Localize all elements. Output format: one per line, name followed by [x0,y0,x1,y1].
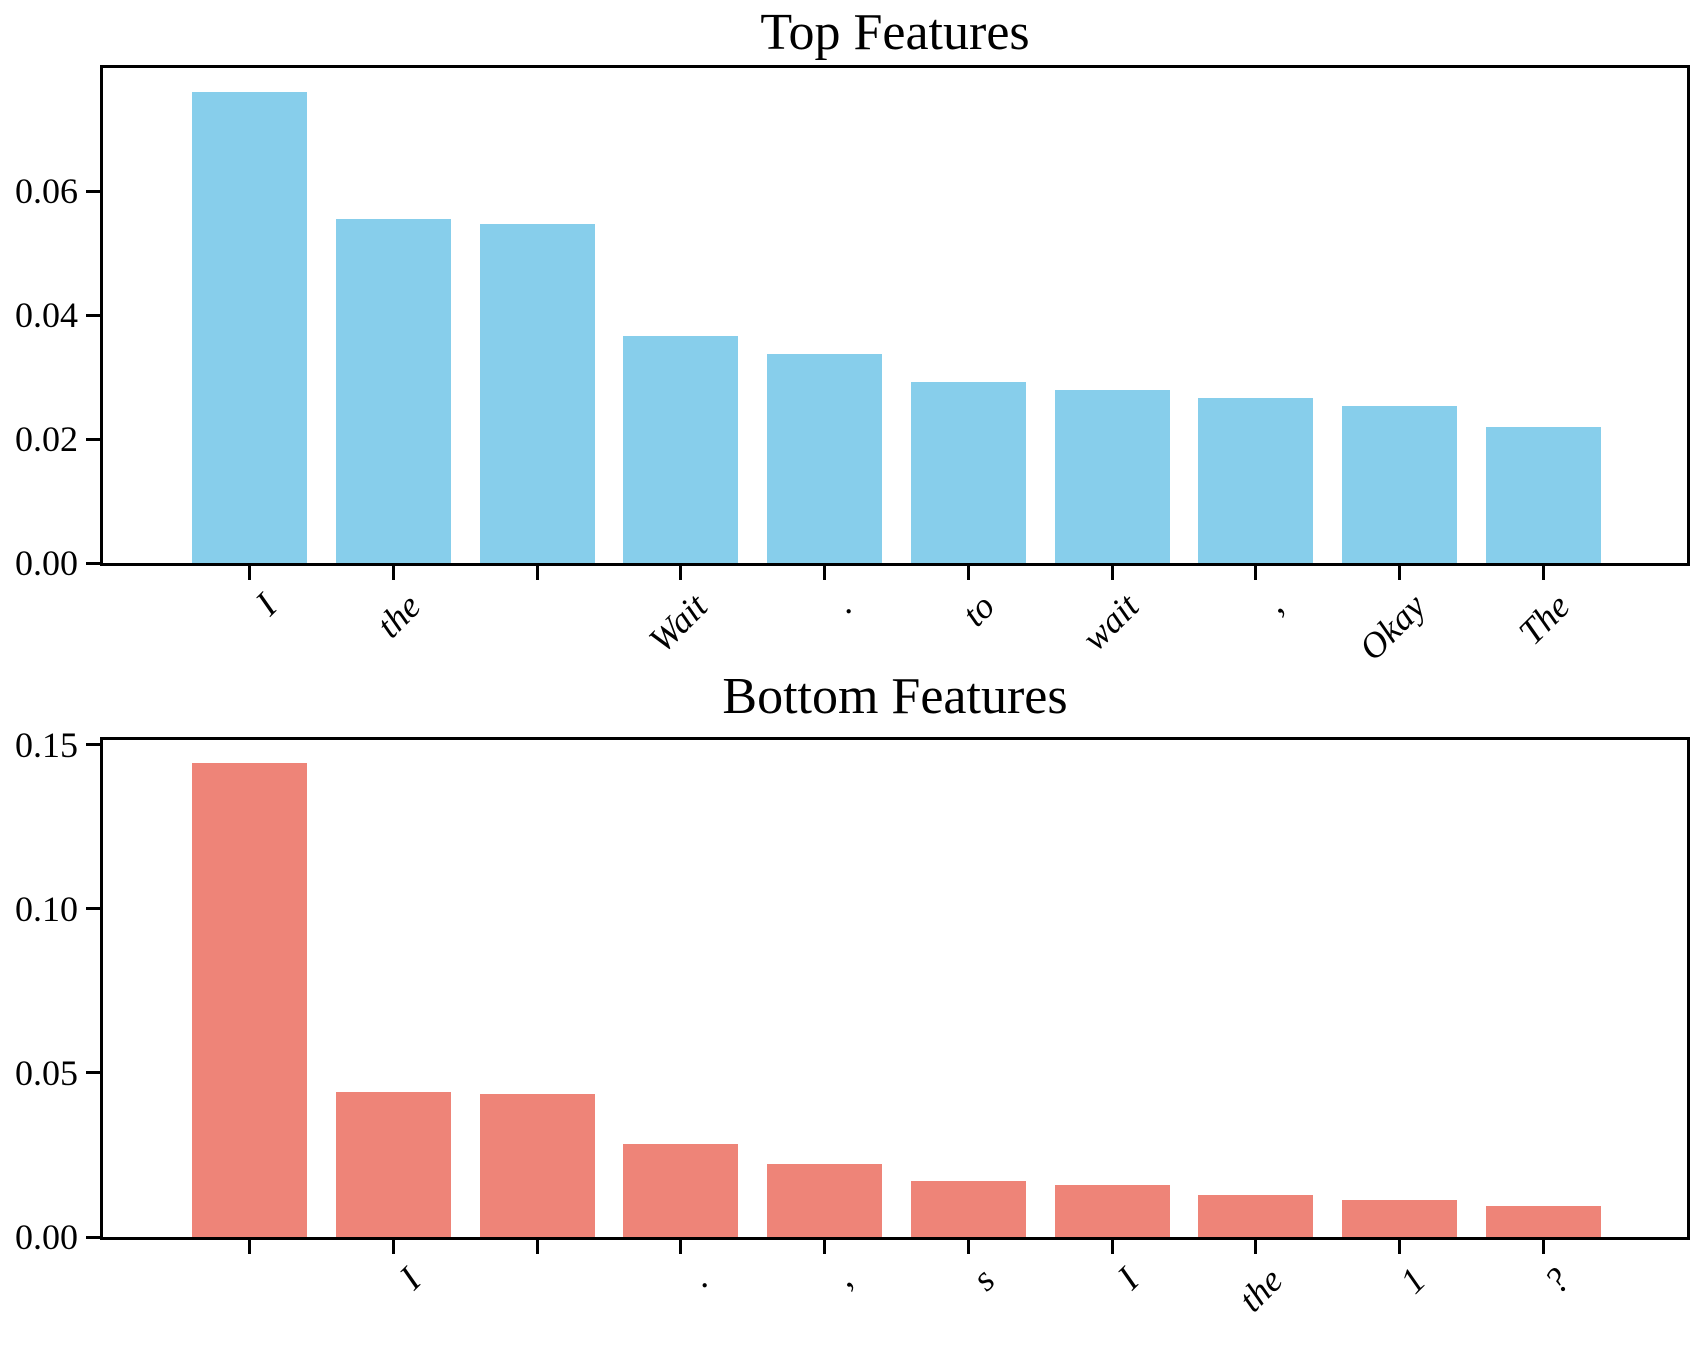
x-tick-label: I [391,1260,428,1297]
x-tick-label: s [964,1260,1003,1299]
x-tick-mark [1254,1240,1258,1254]
x-tick-label: the [1230,1260,1291,1320]
bar-1-2 [479,1093,595,1237]
x-tick-label: Okay [1351,586,1434,669]
y-tick-label: 0.05 [15,1052,78,1093]
y-tick-mark [86,1071,100,1075]
y-tick-label: 0.02 [15,419,78,460]
bar-0-3 [623,336,739,563]
x-tick-mark [823,1240,827,1254]
bar-0-5 [910,382,1026,563]
x-tick-mark [1541,1240,1545,1254]
y-tick-mark [86,561,100,565]
y-tick-label: 0.00 [15,1217,78,1257]
bar-0-6 [1054,390,1170,563]
x-tick-mark [679,566,683,580]
x-tick-label: 1 [1392,1260,1434,1302]
x-tick-mark [535,566,539,580]
y-tick-mark [86,313,100,317]
x-tick-mark [1541,566,1545,580]
bar-1-3 [623,1143,739,1237]
x-tick-label: , [824,1260,859,1295]
x-tick-mark [1254,566,1258,580]
x-tick-label: the [368,586,428,646]
bar-0-0 [192,92,308,563]
x-tick-mark [1397,566,1401,580]
x-tick-mark [966,566,970,580]
x-tick-label: The [1510,586,1578,653]
y-tick-mark [86,189,100,193]
x-tick-label: wait [1074,586,1147,659]
x-tick-mark [248,1240,252,1254]
x-tick-mark [679,1240,683,1254]
x-tick-mark [1397,1240,1401,1254]
y-tick-label: 0.00 [15,543,78,583]
x-tick-label: I [247,586,285,623]
bar-0-4 [767,354,883,563]
x-tick-label: ? [1536,1260,1578,1302]
bar-1-6 [1054,1185,1170,1237]
x-tick-label: . [824,586,859,621]
x-tick-label: to [954,586,1003,635]
y-tick-mark [86,437,100,441]
x-tick-mark [966,1240,970,1254]
x-tick-label: I [1109,1260,1147,1297]
x-tick-mark [1110,1240,1114,1254]
y-tick-mark [86,907,100,911]
y-tick-label: 0.06 [15,171,78,212]
top-chart-plot-area [100,65,1690,566]
y-tick-label: 0.04 [15,295,78,336]
y-tick-label: 0.10 [15,888,78,929]
x-tick-label: Wait [641,586,716,661]
top-chart-title: Top Features [760,4,1030,61]
bar-0-7 [1198,398,1314,563]
bar-1-8 [1341,1200,1457,1237]
bar-1-9 [1485,1206,1601,1237]
bottom-chart-plot-area [100,737,1690,1240]
bar-1-7 [1198,1195,1314,1237]
x-tick-mark [535,1240,539,1254]
x-tick-mark [1110,566,1114,580]
bar-1-4 [767,1163,883,1237]
y-tick-label: 0.15 [15,724,78,765]
bar-0-1 [336,219,452,563]
y-tick-mark [86,743,100,747]
x-tick-mark [248,566,252,580]
bar-1-0 [192,762,308,1237]
bar-0-9 [1485,426,1601,563]
x-tick-label: . [680,1260,716,1295]
x-tick-mark [392,566,396,580]
bar-0-8 [1341,406,1457,563]
bottom-chart-title: Bottom Features [722,668,1068,725]
bar-1-1 [336,1092,452,1237]
x-tick-label: , [1255,586,1291,621]
bar-0-2 [479,224,595,563]
y-tick-mark [86,1235,100,1239]
x-tick-mark [392,1240,396,1254]
bar-1-5 [910,1180,1026,1237]
x-tick-mark [823,566,827,580]
